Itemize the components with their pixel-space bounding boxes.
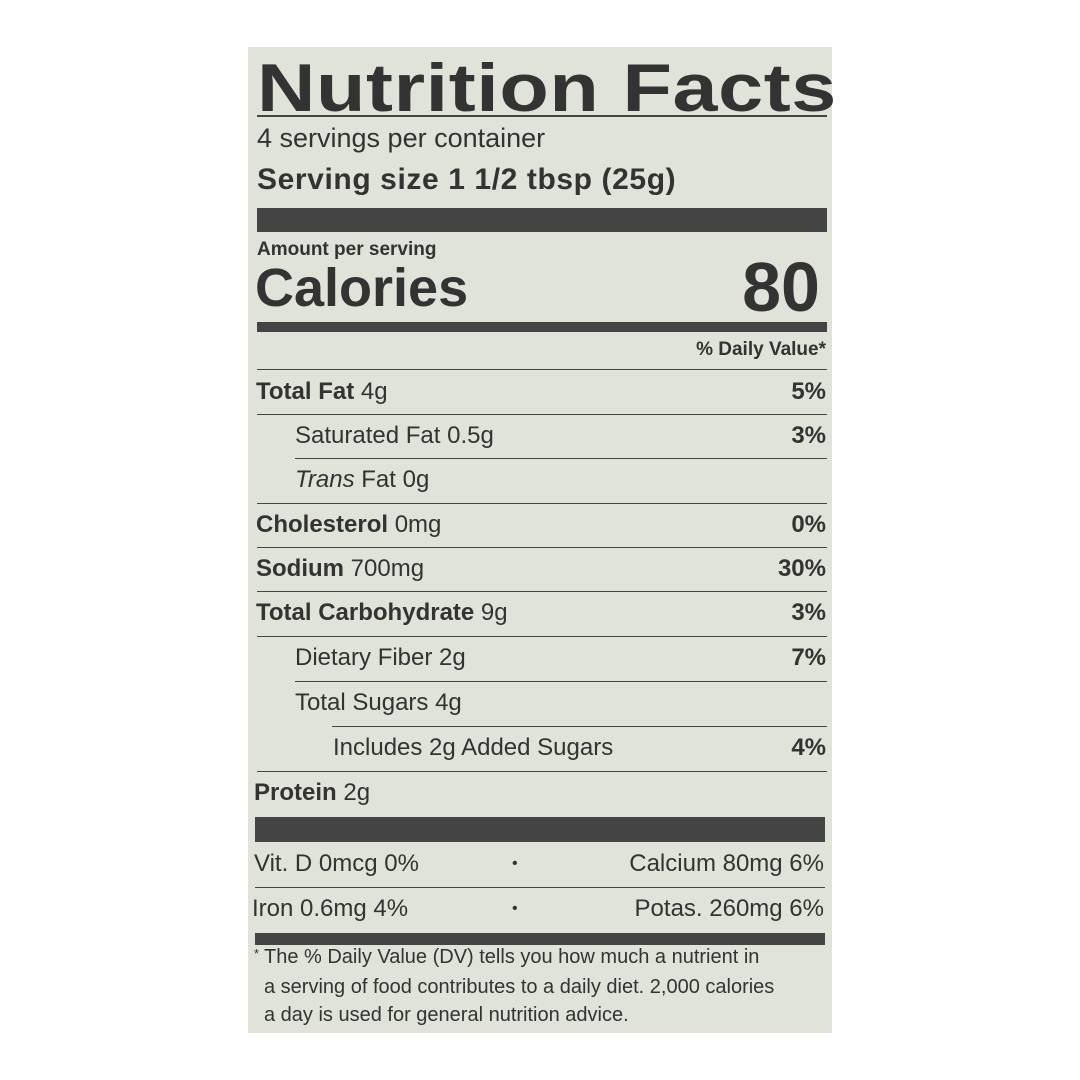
nutrient-amount: 2g bbox=[439, 644, 466, 671]
thick-divider bbox=[257, 208, 827, 232]
nutrient-name: Dietary Fiber bbox=[295, 644, 433, 671]
divider bbox=[295, 458, 827, 459]
divider bbox=[255, 887, 825, 888]
nutrient-dv: 0% bbox=[791, 511, 826, 538]
nutrient-dv: 7% bbox=[791, 644, 826, 671]
nutrient-row: Dietary Fiber 2g 7% bbox=[248, 636, 832, 680]
nutrient-name: Total Sugars bbox=[295, 689, 429, 716]
servings-per-container: 4 servings per container bbox=[257, 123, 546, 153]
nutrient-dv: 30% bbox=[777, 555, 826, 582]
nutrient-row: Sodium 700mg 30% bbox=[248, 547, 832, 591]
nutrient-amount: 4g bbox=[435, 689, 462, 716]
calories-value: 80 bbox=[742, 248, 820, 326]
thick-divider bbox=[255, 817, 825, 842]
divider bbox=[257, 369, 827, 370]
nutrient-name: Protein bbox=[254, 779, 337, 806]
divider bbox=[257, 414, 827, 415]
nutrient-name: Cholesterol bbox=[256, 511, 389, 538]
nutrient-row: Trans Fat 0g bbox=[248, 458, 832, 502]
nutrient-dv: 5% bbox=[791, 378, 826, 405]
nutrient-row: Saturated Fat 0.5g 3% bbox=[248, 414, 832, 458]
divider bbox=[257, 115, 827, 117]
bullet: • bbox=[512, 900, 518, 917]
vitamin-right: Calcium 80mg 6% bbox=[629, 850, 824, 877]
divider bbox=[257, 503, 827, 504]
footnote-line: a day is used for general nutrition advi… bbox=[264, 1004, 629, 1026]
nutrient-dv: 3% bbox=[791, 422, 826, 449]
nutrient-name: Sodium bbox=[256, 555, 344, 582]
nutrient-dv: 3% bbox=[791, 599, 826, 626]
nutrient-amount: 0.5g bbox=[447, 422, 494, 449]
nutrient-name: Total Fat bbox=[256, 378, 355, 405]
nutrient-amount: 4g bbox=[360, 378, 388, 405]
vitamin-row: Vit. D 0mcg 0% • Calcium 80mg 6% bbox=[248, 842, 832, 886]
footnote-asterisk: * bbox=[254, 946, 260, 961]
label-title: Nutrition Facts bbox=[257, 50, 837, 126]
nutrient-row: Protein 2g bbox=[248, 771, 832, 815]
nutrient-dv: 4% bbox=[791, 734, 826, 761]
daily-value-header: % Daily Value* bbox=[696, 339, 826, 360]
nutrient-row: Total Fat 4g 5% bbox=[248, 370, 832, 414]
nutrient-amount: 0mg bbox=[394, 511, 442, 538]
bullet: • bbox=[512, 855, 518, 872]
medium-divider bbox=[257, 322, 827, 332]
nutrient-row: Total Sugars 4g bbox=[248, 681, 832, 725]
nutrient-name: Saturated Fat bbox=[295, 422, 441, 449]
serving-size: Serving size 1 1/2 tbsp (25g) bbox=[257, 163, 677, 196]
divider bbox=[295, 681, 827, 682]
medium-divider bbox=[255, 933, 825, 945]
nutrition-facts-label: Nutrition Facts 4 servings per container… bbox=[248, 47, 836, 1033]
divider bbox=[257, 771, 827, 772]
nutrient-name: Trans bbox=[295, 466, 355, 493]
nutrient-row: Includes 2g Added Sugars 4% bbox=[248, 726, 832, 770]
nutrient-row: Cholesterol 0mg 0% bbox=[248, 503, 832, 547]
nutrient-amount: 0g bbox=[402, 466, 430, 493]
vitamin-right: Potas. 260mg 6% bbox=[634, 895, 824, 922]
nutrient-name: Total Carbohydrate bbox=[256, 599, 475, 626]
vitamin-left: Iron 0.6mg 4% bbox=[252, 895, 409, 922]
footnote-line: The % Daily Value (DV) tells you how muc… bbox=[264, 946, 760, 968]
nutrient-row: Total Carbohydrate 9g 3% bbox=[248, 591, 832, 635]
vitamin-left: Vit. D 0mcg 0% bbox=[254, 850, 419, 877]
divider bbox=[257, 547, 827, 548]
footnote-line: a serving of food contributes to a daily… bbox=[264, 976, 775, 998]
nutrient-amount: 9g bbox=[480, 599, 508, 626]
divider bbox=[332, 726, 827, 727]
vitamin-row: Iron 0.6mg 4% • Potas. 260mg 6% bbox=[248, 887, 832, 931]
nutrient-name-suffix: Fat bbox=[361, 466, 396, 493]
calories-label: Calories bbox=[255, 258, 469, 318]
nutrient-name: Includes 2g Added Sugars bbox=[333, 734, 614, 761]
amount-per-serving: Amount per serving bbox=[257, 239, 437, 260]
divider bbox=[257, 591, 827, 592]
nutrient-amount: 2g bbox=[343, 779, 371, 806]
nutrient-amount: 700mg bbox=[350, 555, 425, 582]
divider bbox=[257, 636, 827, 637]
